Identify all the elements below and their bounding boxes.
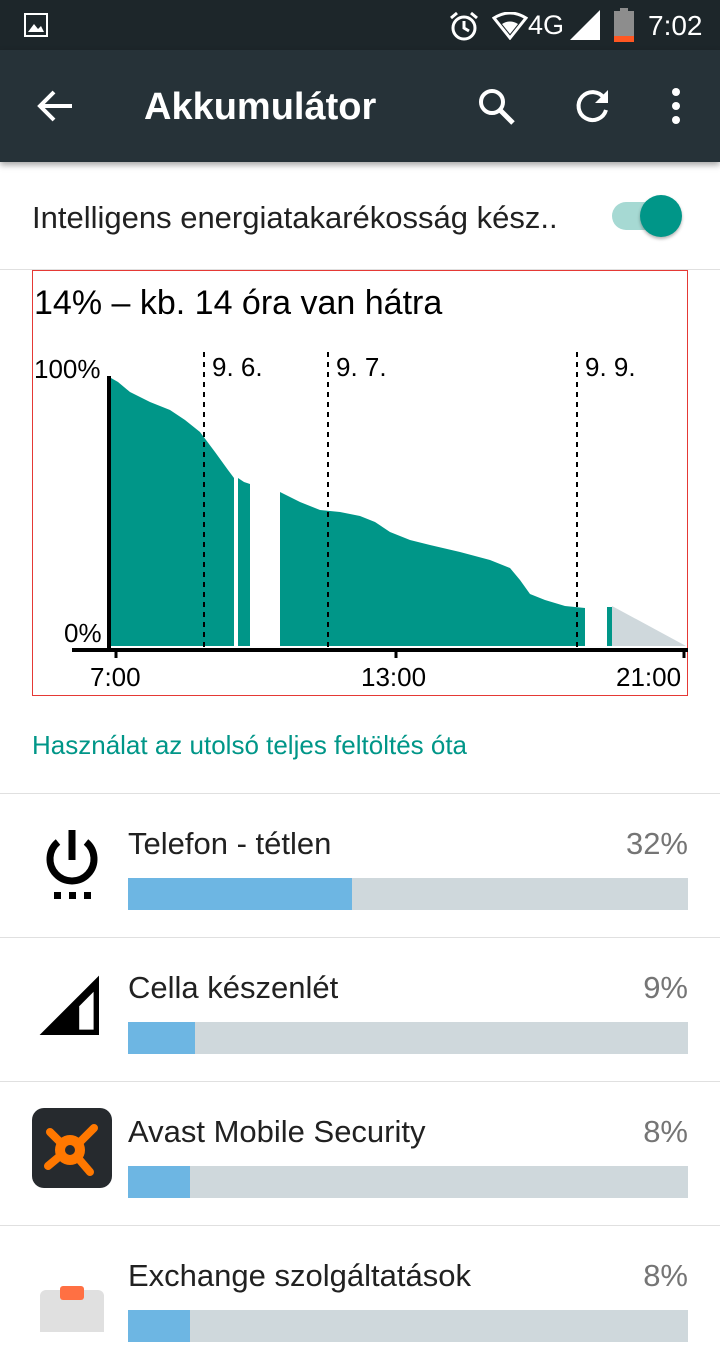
app-bar: Akkumulátor <box>0 50 720 162</box>
divider <box>0 937 720 938</box>
cell-signal-icon <box>39 975 99 1035</box>
search-button[interactable] <box>468 78 524 134</box>
usage-item-name: Telefon - tétlen <box>128 826 332 861</box>
more-vert-icon <box>672 88 680 124</box>
clock: 7:02 <box>648 10 703 41</box>
usage-progress-bar <box>128 1310 688 1342</box>
more-options-button[interactable] <box>648 78 704 134</box>
x-label-0: 7:00 <box>90 662 141 692</box>
usage-item-name: Exchange szolgáltatások <box>128 1258 471 1293</box>
x-label-2: 21:00 <box>616 662 681 692</box>
usage-item-name: Cella készenlét <box>128 970 339 1005</box>
battery-remaining-title: 14% – kb. 14 óra van hátra <box>34 284 443 322</box>
date-label-1: 9. 7. <box>336 352 387 382</box>
usage-item-phone-idle[interactable]: Telefon - tétlen 32% <box>0 794 720 938</box>
usage-progress-fill <box>128 1166 190 1198</box>
usage-progress-fill <box>128 1022 196 1054</box>
signal-icon <box>570 10 600 40</box>
battery-history-chart: 100% 0% 9. 6. 9. 7. 9. 9. 7:00 13:00 21:… <box>34 352 688 692</box>
battery-level-area <box>238 478 250 646</box>
refresh-button[interactable] <box>564 78 620 134</box>
y-label-0: 0% <box>64 618 102 648</box>
usage-item-percent: 32% <box>625 826 688 861</box>
power-icon <box>46 830 98 899</box>
status-bar: 4G 7:02 <box>0 0 720 50</box>
wifi-icon <box>492 12 528 40</box>
usage-item-percent: 9% <box>643 970 688 1005</box>
usage-section-title: Használat az utolsó teljes feltöltés óta <box>32 730 468 760</box>
battery-level-area <box>280 492 585 646</box>
usage-progress-bar <box>128 1022 688 1054</box>
battery-level-area <box>111 378 234 646</box>
network-type: 4G <box>528 10 565 40</box>
avast-app-icon <box>32 1108 112 1188</box>
back-arrow-icon <box>37 90 72 122</box>
usage-item-percent: 8% <box>643 1258 688 1293</box>
usage-item-avast[interactable]: Avast Mobile Security 8% <box>0 1082 720 1226</box>
usage-progress-bar <box>128 878 688 910</box>
smart-power-saving-label: Intelligens energiatakarékosság kész.. <box>32 200 558 235</box>
divider <box>0 1081 720 1082</box>
page-title: Akkumulátor <box>144 86 377 128</box>
battery-chart-frame[interactable] <box>32 270 688 696</box>
x-label-1: 13:00 <box>361 662 426 692</box>
battery-level-area <box>607 607 612 646</box>
usage-item-cell-standby[interactable]: Cella készenlét 9% <box>0 938 720 1082</box>
usage-progress-bar <box>128 1166 688 1198</box>
smart-power-saving-row[interactable]: Intelligens energiatakarékosság kész.. <box>0 162 720 270</box>
search-icon <box>479 89 515 125</box>
exchange-app-icon <box>40 1286 104 1332</box>
smart-power-saving-switch-thumb[interactable] <box>640 195 682 237</box>
chart-prediction-area <box>612 606 686 646</box>
usage-progress-fill <box>128 1310 190 1342</box>
back-button[interactable] <box>28 78 84 134</box>
alarm-icon <box>450 11 478 41</box>
date-label-0: 9. 6. <box>212 352 263 382</box>
image-icon <box>24 13 48 37</box>
usage-progress-fill <box>128 878 352 910</box>
divider <box>0 793 720 794</box>
usage-item-percent: 8% <box>643 1114 688 1149</box>
battery-icon <box>614 8 634 42</box>
refresh-icon <box>576 90 608 123</box>
usage-item-name: Avast Mobile Security <box>128 1114 426 1149</box>
usage-item-exchange[interactable]: Exchange szolgáltatások 8% <box>0 1226 720 1370</box>
divider <box>0 1225 720 1226</box>
y-label-100: 100% <box>34 354 101 384</box>
date-label-2: 9. 9. <box>585 352 636 382</box>
